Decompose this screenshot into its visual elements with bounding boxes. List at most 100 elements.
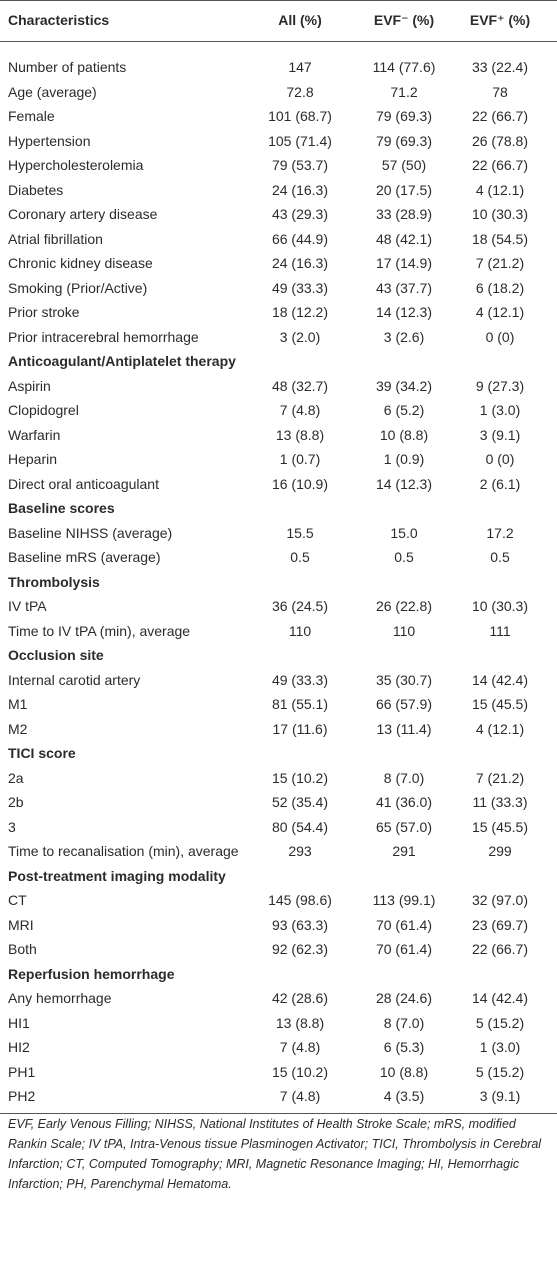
section-row: Occlusion site [0, 643, 557, 668]
header-cell: All (%) [278, 12, 322, 28]
cell: Coronary artery disease [8, 206, 158, 222]
data-row: Hypertension 105 (71.4) 79 (69.3) 26 (78.8) [0, 129, 557, 154]
cell: 70 (61.4) [375, 941, 433, 957]
data-row: Diabetes 24 (16.3) 20 (17.5) 4 (12.1) [0, 178, 557, 203]
cell: 16 (10.9) [271, 475, 329, 492]
cell: Baseline NIHSS (average) [8, 524, 173, 541]
cell: 113 (99.1) [372, 892, 436, 908]
cell: 10 (8.8) [379, 426, 429, 443]
data-row: Time to recanalisation (min), average 293… [0, 839, 557, 864]
section-row: Baseline scores [0, 496, 557, 521]
cell: HI2 [8, 1039, 30, 1055]
cell: M2 [8, 720, 28, 737]
cell: Chronic kidney disease [8, 255, 153, 271]
cell: Clopidogrel [8, 402, 79, 418]
cell: 6 (18.2) [475, 279, 525, 296]
cell: 10 (30.3) [471, 598, 529, 614]
cell: MRI [8, 916, 34, 933]
section-heading: Occlusion site [8, 647, 104, 663]
cell: 7 (4.8) [279, 402, 321, 418]
data-row: Heparin 1 (0.7) 1 (0.9) 0 (0) [0, 447, 557, 472]
cell: 8 (7.0) [383, 769, 425, 786]
cell: 66 (44.9) [271, 230, 329, 247]
data-row: Age (average) 72.8 71.2 78 [0, 80, 557, 105]
cell: Time to IV tPA (min), average [8, 622, 191, 639]
cell: 0.5 [290, 549, 310, 565]
cell: 93 (63.3) [271, 916, 329, 933]
data-row: IV tPA 36 (24.5) 26 (22.8) 10 (30.3) [0, 594, 557, 619]
cell: 39 (34.2) [375, 377, 433, 394]
cell: 17.2 [486, 524, 514, 541]
data-row: Chronic kidney disease 24 (16.3) 17 (14.9)… [0, 251, 557, 276]
cell: Both [8, 941, 37, 957]
section-heading: TICI score [8, 745, 76, 761]
cell: 78 [492, 83, 508, 100]
data-row: Female 101 (68.7) 79 (69.3) 22 (66.7) [0, 104, 557, 129]
cell: Diabetes [8, 181, 64, 198]
data-row: PH1 15 (10.2) 10 (8.8) 5 (15.2) [0, 1060, 557, 1085]
footnote: EVF, Early Venous Filling; NIHSS, Nation… [8, 1117, 542, 1191]
data-row: Clopidogrel 7 (4.8) 6 (5.2) 1 (3.0) [0, 398, 557, 423]
cell: 9 (27.3) [475, 377, 525, 394]
data-row: PH2 7 (4.8) 4 (3.5) 3 (9.1) [0, 1084, 557, 1109]
cell: 147 [288, 59, 312, 75]
cell: 23 (69.7) [471, 916, 529, 933]
section-heading: Thrombolysis [8, 573, 100, 590]
cell: 18 (54.5) [471, 230, 529, 247]
cell: 101 (68.7) [268, 108, 332, 124]
cell: 43 (29.3) [271, 206, 329, 222]
cell: 35 (30.7) [375, 671, 433, 688]
cell: Aspirin [8, 377, 51, 394]
cell: 17 (11.6) [272, 720, 328, 737]
cell: 4 (12.1) [475, 181, 525, 198]
cell: 3 (2.0) [279, 328, 321, 345]
data-row: Smoking (Prior/Active) 49 (33.3) 43 (37.7)… [0, 276, 557, 301]
cell: Hypercholesterolemia [8, 157, 144, 173]
cell: 49 (33.3) [271, 279, 329, 296]
cell: 1 (3.0) [479, 402, 521, 418]
cell: 1 (3.0) [479, 1039, 521, 1055]
cell: 291 [392, 843, 416, 859]
cell: 43 (37.7) [375, 279, 433, 296]
cell: 65 (57.0) [375, 818, 433, 835]
data-row: Warfarin 13 (8.8) 10 (8.8) 3 (9.1) [0, 423, 557, 448]
cell: 71.2 [390, 83, 418, 100]
data-row: Aspirin 48 (32.7) 39 (34.2) 9 (27.3) [0, 374, 557, 399]
cell: 15.5 [286, 524, 314, 541]
cell: 0.5 [394, 549, 414, 565]
cell: 41 (36.0) [375, 794, 433, 810]
data-row: HI2 7 (4.8) 6 (5.3) 1 (3.0) [0, 1035, 557, 1060]
cell: 13 (8.8) [275, 426, 325, 443]
cell: 3 (2.6) [383, 328, 425, 345]
cell: 79 (69.3) [375, 132, 433, 149]
data-row: Both 92 (62.3) 70 (61.4) 22 (66.7) [0, 937, 557, 962]
cell: 4 (3.5) [383, 1088, 425, 1104]
cell: 2a [8, 769, 24, 786]
cell: Hypertension [8, 132, 91, 149]
cell: 48 (32.7) [271, 377, 329, 394]
cell: IV tPA [8, 598, 47, 614]
data-row: Coronary artery disease 43 (29.3) 33 (28.9… [0, 202, 557, 227]
cell: Any hemorrhage [8, 990, 112, 1006]
section-heading: Baseline scores [8, 500, 115, 516]
section-row: Anticoagulant/Antiplatelet therapy [0, 349, 557, 374]
cell: 22 (66.7) [471, 157, 529, 173]
data-row: M2 17 (11.6) 13 (11.4) 4 (12.1) [0, 717, 557, 742]
cell: 2 (6.1) [479, 475, 521, 492]
cell: Age (average) [8, 83, 97, 100]
section-heading: Post-treatment imaging modality [8, 867, 226, 884]
cell: 3 [8, 818, 16, 835]
cell: 6 (5.2) [383, 402, 425, 418]
cell: 7 (21.2) [475, 769, 525, 786]
cell: 0 (0) [485, 451, 515, 467]
cell: 70 (61.4) [375, 916, 433, 933]
section-row: Post-treatment imaging modality [0, 864, 557, 889]
cell: Internal carotid artery [8, 671, 141, 688]
cell: 15 (45.5) [471, 818, 529, 835]
data-row: 3 80 (54.4) 65 (57.0) 15 (45.5) [0, 815, 557, 840]
cell: 10 (8.8) [379, 1063, 429, 1080]
cell: 1 (0.9) [383, 451, 425, 467]
cell: CT [8, 892, 27, 908]
cell: 26 (22.8) [375, 598, 433, 614]
